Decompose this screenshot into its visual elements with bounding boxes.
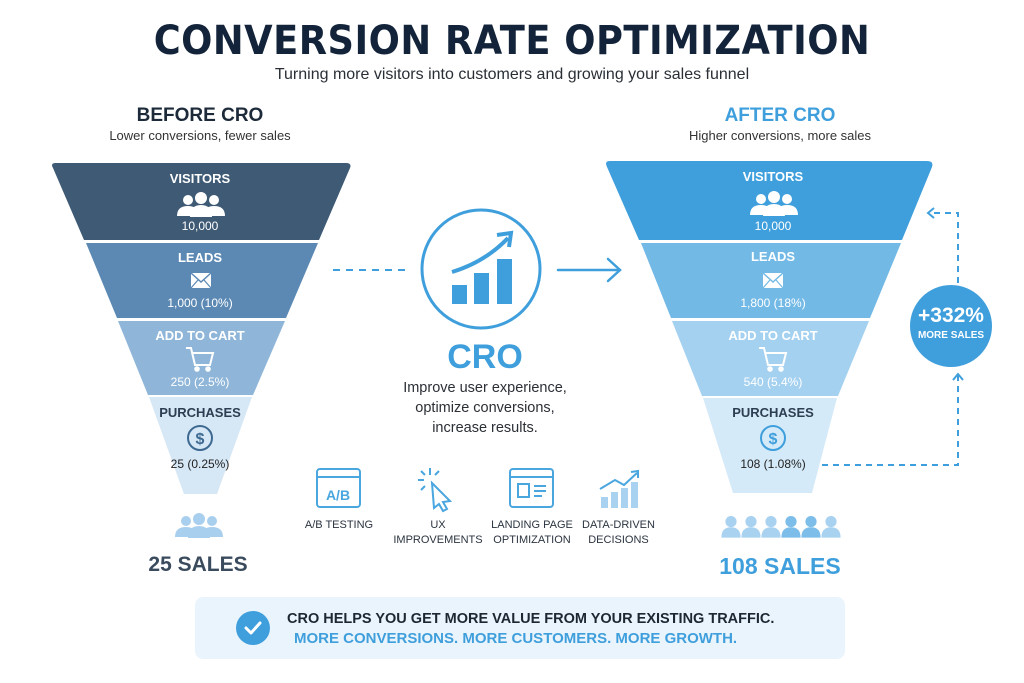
before-stage-visitors-value: 10,000 xyxy=(181,219,219,233)
after-heading: AFTER CRO xyxy=(724,105,836,126)
cro-description-line: optimize conversions, xyxy=(415,400,555,416)
after-stage-visitors-value: 10,000 xyxy=(754,219,792,233)
cro-description: Improve user experience, optimize conver… xyxy=(360,378,610,438)
after-subheading: Higher conversions, more sales xyxy=(688,128,872,143)
arrow-up-icon xyxy=(952,372,964,381)
dollar-icon: $ xyxy=(187,425,213,451)
after-stage-purchases-label: PURCHASES xyxy=(732,405,814,420)
banner-line-1: CRO HELPS YOU GET MORE VALUE FROM YOUR E… xyxy=(287,611,775,627)
badge-value: +332% xyxy=(918,304,984,327)
summary-banner xyxy=(195,597,845,659)
before-stage-leads-value: 1,000 (10%) xyxy=(167,296,233,310)
before-stage-visitors-label: VISITORS xyxy=(169,171,231,186)
bar-trend-icon xyxy=(599,469,639,508)
after-stage-visitors-label: VISITORS xyxy=(742,169,804,184)
envelope-icon xyxy=(762,272,784,289)
dollar-icon: $ xyxy=(760,425,786,451)
after-sales-count: 108 SALES xyxy=(719,553,841,579)
tool-label: LANDING PAGE OPTIMIZATION xyxy=(491,519,573,546)
users-icon xyxy=(175,513,223,538)
tool-ux-improvements: UX IMPROVEMENTS xyxy=(385,512,491,548)
before-stage-leads-label: LEADS xyxy=(177,250,223,265)
cro-description-line: increase results. xyxy=(432,420,538,436)
tool-landing-page: LANDING PAGE OPTIMIZATION xyxy=(482,512,582,548)
before-subheading: Lower conversions, fewer sales xyxy=(109,128,291,143)
users-group-icon xyxy=(721,516,841,538)
svg-text:A/B: A/B xyxy=(326,487,350,503)
tool-ab-testing: A/B TESTING xyxy=(289,512,389,533)
cro-label: CRO xyxy=(447,338,523,376)
before-stage-cart-label: ADD TO CART xyxy=(155,328,245,343)
page-title: CONVERSION RATE OPTIMIZATION xyxy=(153,18,871,64)
page-subtitle: Turning more visitors into customers and… xyxy=(274,66,750,83)
landing-page-icon xyxy=(509,468,554,508)
check-icon xyxy=(236,611,270,645)
arrow-right-icon xyxy=(556,257,622,283)
before-heading: BEFORE CRO xyxy=(136,105,264,126)
tool-label: A/B TESTING xyxy=(304,519,374,531)
tool-data-driven: DATA-DRIVEN DECISIONS xyxy=(571,512,666,548)
before-stage-purchases-value: 25 (0.25%) xyxy=(170,457,230,471)
increase-badge: +332% MORE SALES xyxy=(910,285,992,367)
cursor-click-icon xyxy=(418,468,453,513)
cro-description-line: Improve user experience, xyxy=(403,380,567,396)
after-stage-leads-value: 1,800 (18%) xyxy=(740,296,806,310)
cart-icon xyxy=(186,347,215,372)
banner-line-2: MORE CONVERSIONS. MORE CUSTOMERS. MORE G… xyxy=(294,630,738,647)
tool-label: DATA-DRIVEN DECISIONS xyxy=(582,519,655,546)
growth-chart-icon xyxy=(420,208,542,330)
before-sales-count: 25 SALES xyxy=(148,553,248,576)
tool-label: UX IMPROVEMENTS xyxy=(393,519,483,546)
before-stage-purchases-label: PURCHASES xyxy=(159,405,241,420)
before-stage-cart-shape xyxy=(118,321,285,395)
arrow-left-icon xyxy=(926,207,935,219)
svg-text:$: $ xyxy=(196,431,205,448)
envelope-icon xyxy=(190,272,212,289)
badge-label: MORE SALES xyxy=(917,330,985,341)
dashed-bracket-connector xyxy=(822,212,959,466)
before-stage-cart-value: 250 (2.5%) xyxy=(170,375,230,389)
svg-text:$: $ xyxy=(769,431,778,448)
after-stage-purchases-value: 108 (1.08%) xyxy=(740,457,806,471)
after-stage-cart-shape xyxy=(672,321,869,396)
after-stage-purchases-shape xyxy=(703,398,837,493)
cart-icon xyxy=(759,347,788,372)
after-stage-cart-label: ADD TO CART xyxy=(728,328,818,343)
after-stage-leads-label: LEADS xyxy=(750,249,796,264)
before-stage-purchases-shape xyxy=(149,397,252,494)
ab-testing-icon: A/B xyxy=(316,468,361,508)
after-stage-cart-value: 540 (5.4%) xyxy=(743,375,803,389)
